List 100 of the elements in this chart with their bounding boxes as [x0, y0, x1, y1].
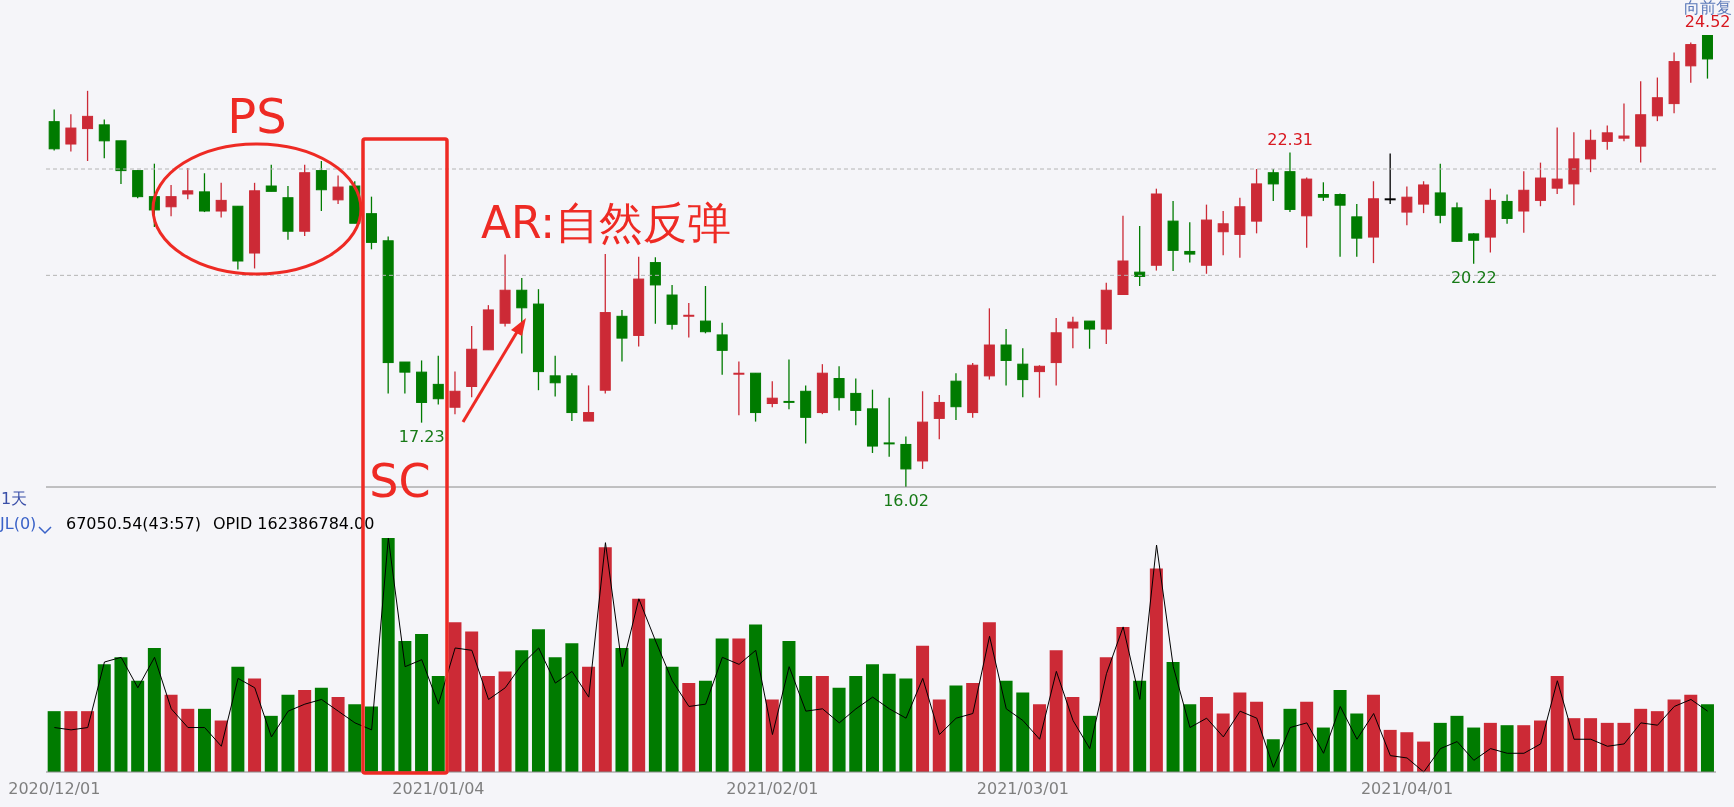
candlestick	[782, 358, 796, 411]
bar	[1116, 626, 1130, 772]
bar	[1183, 704, 1197, 772]
bar	[1634, 708, 1648, 772]
x-tick-label: 2020/12/01	[8, 779, 101, 798]
candlestick	[1033, 364, 1045, 399]
bar	[1567, 718, 1581, 772]
candlestick	[1434, 163, 1446, 224]
candlestick	[265, 164, 277, 192]
candlestick	[850, 377, 862, 426]
candlestick	[1401, 185, 1413, 227]
bar	[1350, 713, 1364, 772]
candlestick	[215, 182, 227, 219]
bar	[248, 678, 262, 772]
candlestick	[1084, 320, 1096, 350]
candlestick	[1418, 180, 1430, 214]
candlestick	[1501, 193, 1513, 225]
bar	[97, 664, 111, 772]
bar	[682, 683, 696, 772]
bar	[765, 699, 779, 772]
bar	[1149, 568, 1163, 772]
candlestick	[315, 160, 327, 212]
candlestick	[766, 380, 778, 408]
bar	[632, 598, 646, 772]
bar	[415, 633, 429, 772]
bar	[1433, 722, 1447, 772]
bar	[197, 708, 211, 772]
candlestick	[1585, 129, 1597, 173]
bar	[932, 699, 946, 772]
candlestick	[1601, 124, 1613, 151]
candlestick	[549, 355, 561, 398]
bar	[832, 687, 846, 772]
bar	[398, 640, 412, 772]
candlestick	[882, 397, 896, 458]
candlestick	[1000, 328, 1012, 387]
candlestick	[198, 172, 210, 213]
bar	[314, 687, 328, 772]
candlestick	[682, 302, 696, 339]
bar	[1617, 722, 1631, 772]
x-tick-label: 2021/03/01	[976, 779, 1070, 798]
annotation: SC	[369, 454, 431, 508]
bar	[331, 697, 345, 772]
bar	[1283, 708, 1297, 772]
bar	[364, 706, 378, 772]
bar	[1550, 676, 1564, 772]
bar	[381, 538, 395, 772]
bar	[665, 666, 679, 772]
bar	[1700, 704, 1714, 772]
text: 1天	[1, 489, 28, 508]
x-tick-label: 2021/02/01	[726, 779, 819, 798]
bar	[849, 676, 863, 772]
candlestick	[449, 370, 461, 415]
bar	[1049, 650, 1063, 772]
candlestick	[1701, 35, 1713, 80]
candlestick	[98, 118, 110, 160]
candlestick	[1317, 181, 1329, 202]
candlestick	[933, 394, 945, 440]
candlestick	[1267, 168, 1279, 202]
candlestick	[833, 365, 845, 412]
bar	[281, 694, 295, 772]
annotation: AR:自然反弹	[481, 197, 732, 248]
bar	[1032, 704, 1046, 772]
bar	[1450, 715, 1464, 772]
bar	[231, 666, 245, 772]
candlestick	[182, 167, 194, 200]
x-tick-label: 2021/01/04	[392, 779, 485, 798]
x-tick-label: 2021/04/01	[1360, 779, 1454, 798]
bar	[47, 711, 61, 772]
bar	[298, 690, 312, 772]
bar	[1400, 732, 1414, 772]
bar	[732, 638, 746, 772]
text: JL(0)	[0, 514, 37, 533]
candlestick	[649, 256, 661, 325]
bar	[1333, 690, 1347, 772]
bar	[899, 678, 913, 772]
bar	[1250, 701, 1264, 772]
candlestick	[1184, 221, 1196, 264]
bar	[264, 715, 278, 772]
text: 67050.54(43:57)	[66, 514, 201, 533]
bar	[481, 676, 495, 772]
candlestick	[1217, 210, 1229, 256]
bar	[81, 711, 95, 772]
bar	[498, 671, 512, 772]
bar	[615, 647, 629, 772]
candlestick	[516, 277, 528, 355]
bar	[1383, 729, 1397, 772]
bar	[865, 664, 879, 772]
candlestick	[716, 322, 728, 376]
annotation: 22.31	[1267, 129, 1314, 149]
bar	[548, 657, 562, 772]
candlestick	[1383, 152, 1397, 205]
bar	[815, 676, 829, 772]
bar	[648, 638, 662, 772]
candlestick	[1334, 192, 1346, 258]
candlestick	[1651, 76, 1663, 122]
bar	[1133, 680, 1147, 772]
candlestick	[1551, 126, 1563, 195]
bar	[1483, 722, 1497, 772]
candlestick	[432, 355, 444, 406]
bar	[1083, 715, 1097, 772]
